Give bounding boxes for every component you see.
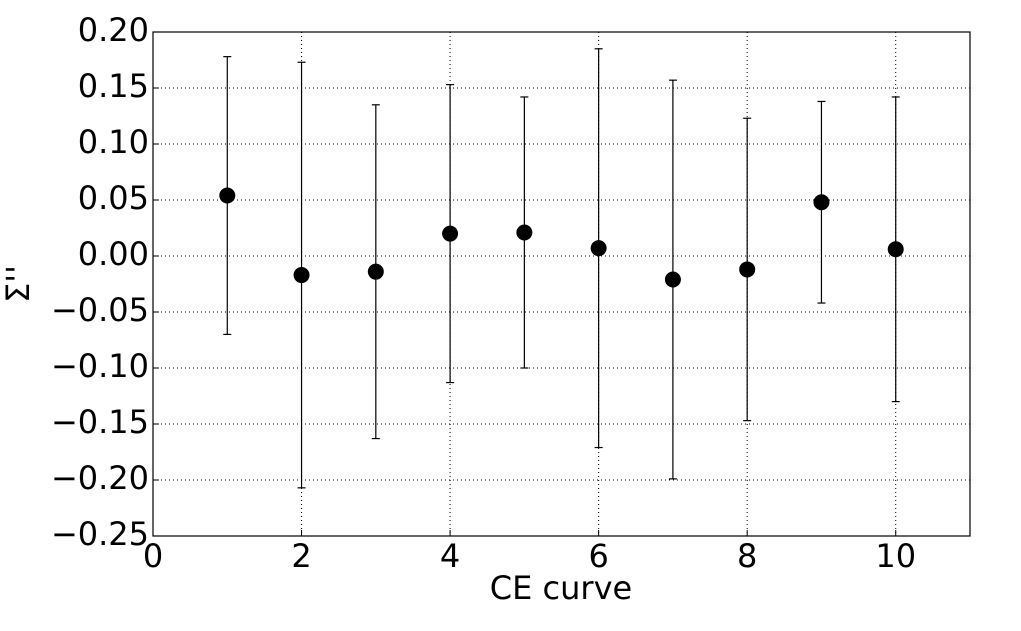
point xyxy=(739,261,756,278)
point xyxy=(293,267,310,284)
y-axis-label: Σ'' xyxy=(0,265,37,303)
y-tick-label: 0.00 xyxy=(78,235,149,273)
y-tick-label: −0.10 xyxy=(51,347,149,385)
point xyxy=(813,194,830,211)
point xyxy=(442,225,459,242)
point xyxy=(887,241,904,258)
y-tick-label: 0.05 xyxy=(78,179,149,217)
y-tick-label: −0.20 xyxy=(51,459,149,497)
point xyxy=(367,263,384,280)
point xyxy=(219,187,236,204)
x-tick-label: 2 xyxy=(291,537,311,575)
y-tick-label: 0.10 xyxy=(78,123,149,161)
plot-frame xyxy=(152,31,971,537)
point xyxy=(516,224,533,241)
y-tick-label: 0.15 xyxy=(78,67,149,105)
y-tick-label: −0.05 xyxy=(51,291,149,329)
y-tick-label: 0.20 xyxy=(78,11,149,49)
x-axis-label: CE curve xyxy=(490,569,632,607)
y-tick-label: −0.25 xyxy=(51,515,149,553)
x-tick-label: 4 xyxy=(440,537,460,575)
y-tick-label: −0.15 xyxy=(51,403,149,441)
point xyxy=(664,271,681,288)
x-tick-label: 6 xyxy=(588,537,608,575)
x-tick-label: 10 xyxy=(875,537,916,575)
x-tick-label: 0 xyxy=(143,537,163,575)
point xyxy=(590,240,607,257)
x-tick-label: 8 xyxy=(737,537,757,575)
